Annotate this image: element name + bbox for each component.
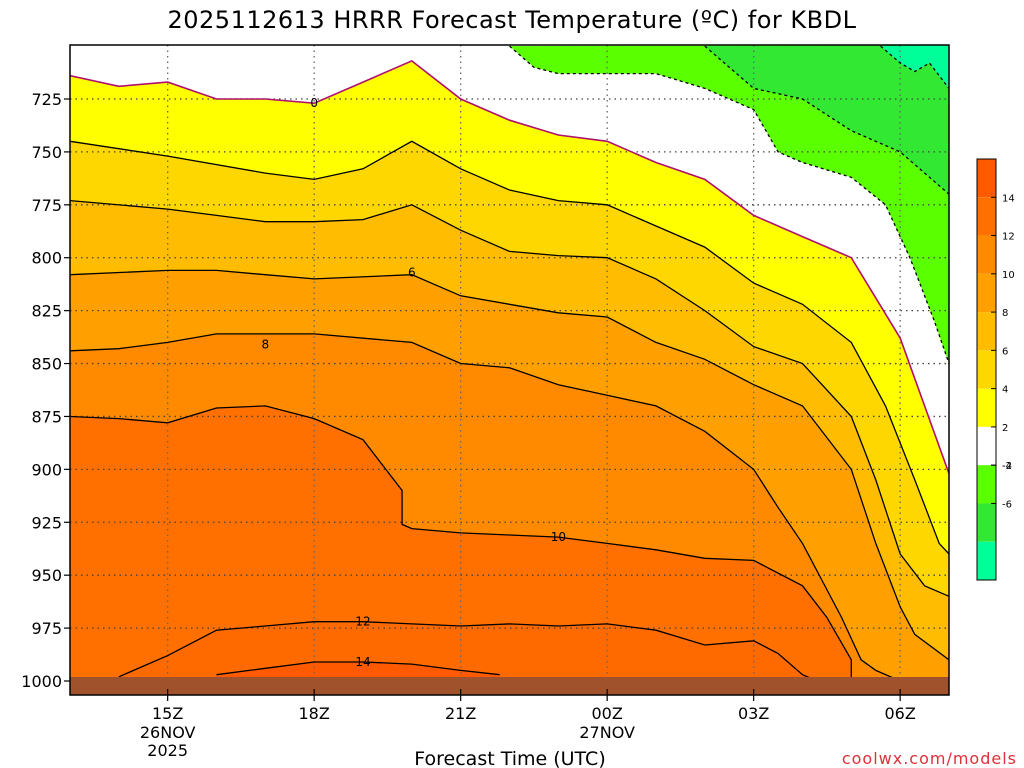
y-tick-label: 875 [31, 407, 62, 426]
x-axis-label: Forecast Time (UTC) [414, 748, 605, 768]
x-tick-label: 15Z [152, 704, 183, 723]
colorbar-segment [977, 273, 996, 313]
colorbar-tick-label: 14 [1002, 193, 1015, 204]
y-tick-label: 950 [31, 566, 62, 585]
plot-frame [69, 44, 950, 696]
x-tick-date: 27NOV [579, 723, 635, 742]
isotherm-line [70, 333, 901, 682]
isotherm-line [70, 59, 949, 474]
isotherm-label: 0 [310, 96, 318, 110]
colorbar-segment [977, 503, 996, 542]
isotherm-line [70, 269, 949, 661]
isotherm-line [70, 405, 852, 681]
isotherm-label: 12 [355, 615, 370, 629]
colorbar-tick-label: 4 [1002, 385, 1008, 396]
y-tick-label: 775 [31, 196, 62, 215]
x-tick-label: 21Z [445, 704, 476, 723]
colorbar-tick-label: 8 [1002, 308, 1008, 319]
colorbar-segment [977, 312, 996, 351]
isotherm-label: 14 [355, 655, 370, 669]
colorbar-segment [977, 426, 996, 466]
isotherm-line [880, 45, 949, 89]
x-tick-label: 00Z [592, 704, 623, 723]
isotherm-line [509, 45, 949, 364]
fill-minus4-to-minus6 [704, 45, 949, 195]
colorbar-segment [977, 197, 996, 236]
isotherm-labels: 0 6 8 10 12 14 [262, 96, 566, 669]
y-tick-label: 925 [31, 513, 62, 532]
colorbar-segment [977, 388, 996, 427]
y-tick-label: 850 [31, 355, 62, 374]
colorbar-tick-label: -6 [1002, 499, 1012, 510]
isotherm-label: 8 [262, 337, 270, 351]
isotherm-line [70, 140, 949, 555]
colorbar-segment [977, 159, 996, 198]
y-tick-label: 1000 [21, 672, 62, 691]
isotherm-line [216, 661, 500, 676]
x-tick-date: 26NOV [140, 723, 196, 742]
isotherm-lines [70, 45, 949, 682]
colorbar-frame [976, 158, 997, 581]
y-tick-label: 825 [31, 302, 62, 321]
isotherm-line [70, 199, 949, 597]
colorbar: 14 12 10 8 6 4 2 -2-4 -6 [976, 158, 1015, 581]
colorbar-tick-label: 10 [1002, 270, 1015, 281]
fill-below-minus6 [880, 45, 949, 89]
colorbar-tick-label: 6 [1002, 346, 1008, 357]
y-tick-label: 725 [31, 90, 62, 109]
colorbar-segment [977, 541, 996, 580]
chart-title: 2025112613 HRRR Forecast Temperature (ºC… [168, 6, 857, 34]
x-tick-label: 03Z [738, 704, 769, 723]
fill-10-to-12 [70, 405, 852, 695]
ground-fill [70, 677, 949, 695]
colorbar-tick-label: 12 [1002, 232, 1015, 243]
credit-text: coolwx.com/models [842, 749, 1017, 768]
isotherm-label: 6 [408, 266, 416, 280]
y-tick-label: 800 [31, 249, 62, 268]
colorbar-segment [977, 465, 996, 504]
y-tick-label: 750 [31, 143, 62, 162]
isotherm-label: 10 [551, 530, 566, 544]
isotherm-line [118, 621, 813, 680]
colorbar-segment [977, 235, 996, 274]
x-tick-label: 06Z [885, 704, 916, 723]
y-tick-label: 975 [31, 619, 62, 638]
isotherm-line [704, 45, 949, 195]
colorbar-tick-label: -4 [1002, 461, 1012, 472]
x-tick-year: 2025 [147, 741, 188, 760]
fill-minus2-to-minus4 [509, 45, 949, 364]
colorbar-tick-label: 2 [1002, 423, 1008, 434]
colorbar-tick-label: -2 [1002, 461, 1012, 472]
temperature-fills [70, 45, 949, 695]
colorbar-segment [977, 350, 996, 389]
ground-layer [70, 677, 949, 695]
y-tick-label: 900 [31, 460, 62, 479]
y-axis: 725 750 775 800 825 850 875 900 925 950 975 1000 [21, 90, 70, 691]
x-tick-label: 18Z [299, 704, 330, 723]
